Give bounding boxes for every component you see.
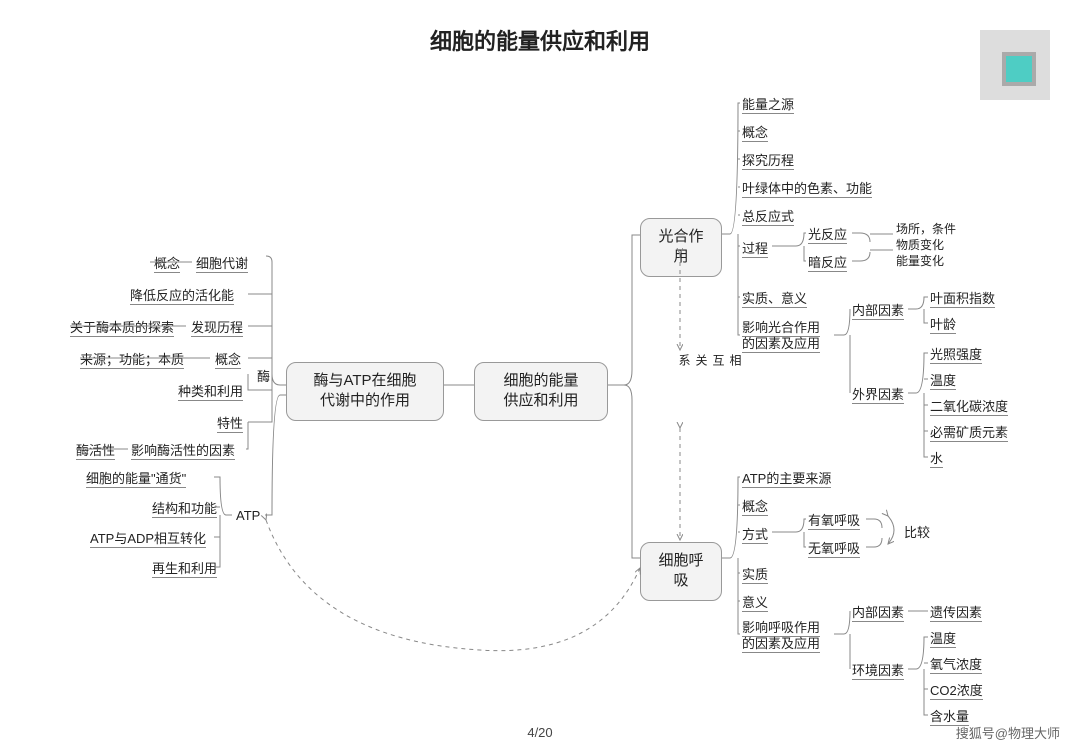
logo-image — [980, 30, 1050, 100]
atp-b: 结构和功能 — [152, 498, 217, 517]
ph-g: 实质、意义 — [742, 288, 807, 307]
enz-g2: 影响酶活性的因素 — [131, 440, 235, 459]
enz-f: 特性 — [217, 413, 243, 432]
rs-f1a: 遗传因素 — [930, 602, 982, 621]
enz-g1: 酶活性 — [76, 440, 115, 459]
ph-b: 概念 — [742, 122, 768, 141]
ph-fn3: 能量变化 — [896, 252, 944, 269]
ph-d: 叶绿体中的色素、功能 — [742, 178, 872, 197]
ph-fn1: 场所，条件 — [896, 220, 956, 237]
ph-h1b: 叶龄 — [930, 314, 956, 333]
rs-cn: 比较 — [904, 522, 930, 541]
page-title: 细胞的能量供应和利用 — [0, 24, 1080, 56]
ph-c: 探究历程 — [742, 150, 794, 169]
ph-a: 能量之源 — [742, 94, 794, 113]
enz-c2: 发现历程 — [191, 317, 243, 336]
left-main-node: 酶与ATP在细胞代谢中的作用 — [286, 362, 444, 421]
center-node: 细胞的能量供应和利用 — [474, 362, 608, 421]
enz-d2: 概念 — [215, 349, 241, 368]
rs-f2b: 氧气浓度 — [930, 654, 982, 673]
atp-d: 再生和利用 — [152, 558, 217, 577]
rs-f: 影响呼吸作用的因素及应用 — [742, 620, 820, 651]
watermark: 搜狐号@物理大师 — [956, 723, 1060, 742]
rs-f2c: CO2浓度 — [930, 680, 983, 699]
enz-d1: 来源；功能；本质 — [80, 349, 184, 368]
atp-a: 细胞的能量"通货" — [86, 468, 186, 487]
enz-e: 种类和利用 — [178, 381, 243, 400]
rs-e: 意义 — [742, 592, 768, 611]
rs-f2a: 温度 — [930, 628, 956, 647]
ph-h2c: 二氧化碳浓度 — [930, 396, 1008, 415]
ph-h2d: 必需矿质元素 — [930, 422, 1008, 441]
ph-f: 过程 — [742, 238, 768, 257]
enz-c1: 关于酶本质的探索 — [70, 317, 174, 336]
ph-h2b: 温度 — [930, 370, 956, 389]
ph-h1: 内部因素 — [852, 300, 904, 319]
atp-c: ATP与ADP相互转化 — [90, 528, 206, 547]
enzyme-tag: 酶 — [257, 366, 270, 385]
ph-f1: 光反应 — [808, 224, 847, 243]
rs-d: 实质 — [742, 564, 768, 583]
relation-label: 相互关系 — [676, 354, 744, 366]
resp-node: 细胞呼吸 — [640, 542, 722, 601]
rs-f1: 内部因素 — [852, 602, 904, 621]
enz-a2: 细胞代谢 — [196, 253, 248, 272]
ph-f2: 暗反应 — [808, 252, 847, 271]
enz-b: 降低反应的活化能 — [130, 285, 234, 304]
ph-h1a: 叶面积指数 — [930, 288, 995, 307]
atp-tag: ATP — [236, 508, 260, 523]
ph-h2: 外界因素 — [852, 384, 904, 403]
rs-f2: 环境因素 — [852, 660, 904, 679]
rs-a: ATP的主要来源 — [742, 468, 831, 487]
rs-b: 概念 — [742, 496, 768, 515]
ph-h2a: 光照强度 — [930, 344, 982, 363]
page-indicator: 4/20 — [0, 725, 1080, 740]
ph-h2e: 水 — [930, 448, 943, 467]
ph-fn2: 物质变化 — [896, 236, 944, 253]
ph-e: 总反应式 — [742, 206, 794, 225]
ph-h: 影响光合作用的因素及应用 — [742, 320, 820, 351]
rs-c2: 无氧呼吸 — [808, 538, 860, 557]
rs-c1: 有氧呼吸 — [808, 510, 860, 529]
enz-a: 概念 — [154, 253, 180, 272]
photo-node: 光合作用 — [640, 218, 722, 277]
rs-c: 方式 — [742, 524, 768, 543]
